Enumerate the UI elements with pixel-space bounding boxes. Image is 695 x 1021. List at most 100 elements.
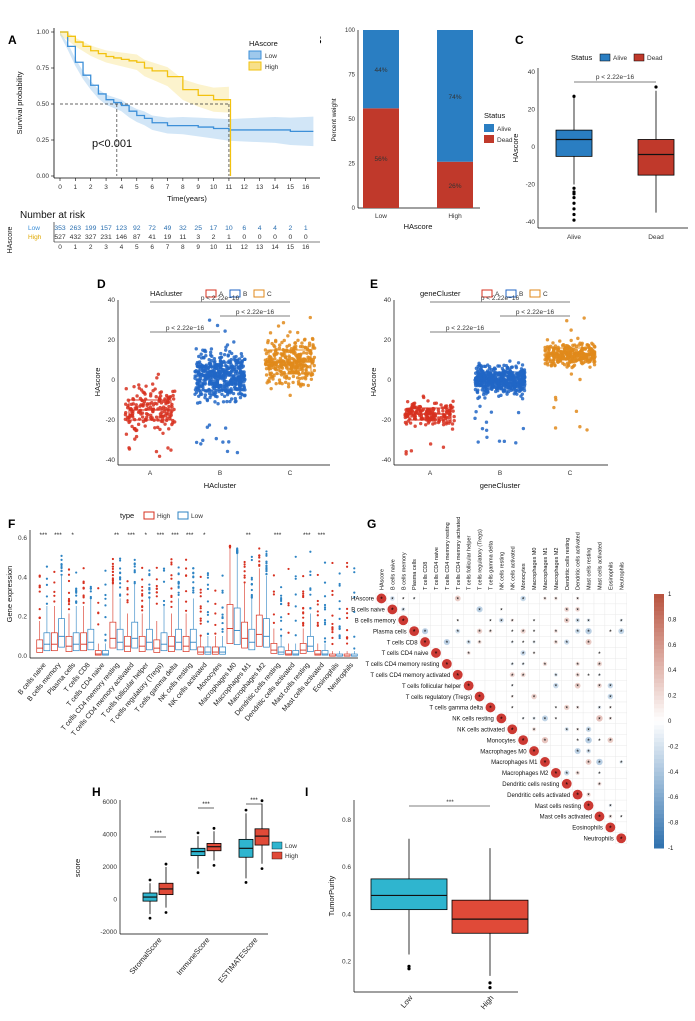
outlier: [572, 186, 576, 190]
heatmap-star: *: [467, 640, 470, 647]
legend-label-b: B: [243, 291, 247, 298]
heatmap-cell: [430, 636, 442, 648]
f-box-high: [65, 635, 73, 652]
point-c: [289, 367, 293, 371]
point-a: [172, 407, 176, 412]
heatmap-cell: [572, 690, 584, 703]
heatmap-cell: [593, 690, 606, 703]
point-a: [447, 421, 451, 425]
f-outlier-low: [280, 619, 283, 622]
f-outlier-low: [119, 559, 122, 562]
point-b: [199, 356, 204, 360]
point-c: [264, 366, 269, 371]
risk-table-title: Number at risk: [20, 210, 86, 221]
risk-xtick-label: 16: [302, 244, 310, 251]
point-b: [499, 386, 504, 391]
heatmap-row-label: Neutrophils: [583, 836, 613, 842]
f-outlier-low: [323, 595, 327, 598]
point-c: [274, 381, 278, 386]
risk-value: 1: [304, 225, 308, 232]
f-outlier-low: [177, 586, 180, 589]
f-outlier-low: [280, 602, 283, 605]
point-c: [545, 357, 550, 361]
heatmap-dot: [520, 650, 526, 656]
f-outlier-high: [111, 570, 114, 573]
point-c: [570, 365, 574, 370]
point-a: [134, 403, 138, 407]
heatmap-dot: [455, 628, 461, 634]
risk-value: 327: [85, 234, 97, 241]
point-c: [280, 340, 284, 345]
point-b: [483, 364, 488, 369]
heatmap-row-label: T cells regulatory (Tregs): [406, 695, 472, 701]
point-b: [223, 384, 227, 388]
b-ytick-label: 0: [352, 206, 356, 212]
point-c: [300, 341, 304, 345]
f-outlier-high: [67, 603, 71, 606]
comparison-pvalue: p < 2.22e−16: [446, 325, 485, 332]
point-b: [232, 340, 236, 344]
heatmap-cell: [528, 658, 540, 670]
risk-xtick-label: 3: [104, 244, 108, 251]
heatmap-diag: [507, 724, 518, 735]
point-b: [206, 366, 210, 370]
f-outlier-high: [258, 563, 261, 566]
heatmap-row-label: T cells follicular helper: [402, 684, 461, 690]
colorbar-label: 0: [668, 719, 672, 725]
heatmap-star: *: [609, 629, 612, 636]
heatmap-star: *: [587, 618, 590, 625]
point-b: [222, 379, 226, 383]
f-outlier-low: [250, 578, 253, 581]
risk-value: 2: [288, 225, 292, 232]
f-outlier-low: [265, 550, 268, 553]
heatmap-star: *: [489, 705, 492, 712]
colorbar-segment: [654, 797, 664, 802]
f-outlier-high: [199, 610, 202, 613]
f-outlier-low: [206, 572, 210, 575]
point-b: [480, 381, 484, 385]
panel-letter-e: E: [370, 277, 378, 291]
point-a: [133, 437, 137, 441]
colorbar-label: 0.4: [668, 668, 677, 674]
point-a: [153, 401, 157, 405]
heatmap-cell: [463, 614, 475, 626]
h-xtick-label: ESTIMATEScore: [216, 936, 259, 985]
heatmap-dot: [541, 715, 548, 722]
heatmap-row-label: Plasma cells: [373, 629, 407, 635]
outlier: [572, 190, 576, 194]
heatmap-dot: [608, 705, 612, 709]
heatmap-star: *: [609, 804, 612, 811]
heatmap-dot: [564, 639, 570, 645]
point-c: [574, 409, 579, 414]
point-a: [130, 424, 134, 429]
f-outlier-low: [162, 603, 166, 607]
f-outlier-high: [126, 580, 129, 583]
heatmap-dot: [574, 748, 581, 755]
heatmap-star: *: [522, 738, 525, 745]
heatmap-col-label: T cells follicular helper: [467, 536, 473, 590]
point-a: [426, 399, 430, 403]
heatmap-diag: [583, 800, 594, 811]
heatmap-row-label: Mast cells resting: [535, 804, 581, 810]
heatmap-star: *: [565, 771, 568, 778]
heatmap-cell: [550, 614, 562, 626]
colorbar-segment: [654, 678, 664, 684]
f-outlier-high: [199, 634, 202, 637]
point-a: [123, 417, 128, 421]
risk-xtick-label: 14: [271, 244, 279, 251]
point-b: [234, 362, 239, 367]
panel-letter-f: F: [8, 517, 15, 531]
a-ytick-label: 0.25: [36, 137, 49, 144]
f-outlier-high: [155, 587, 158, 590]
a-xtick-label: 16: [302, 184, 310, 191]
heatmap-dot: [553, 639, 559, 645]
point-c: [296, 338, 300, 343]
f-outlier-low: [177, 573, 180, 576]
heatmap-diag: [496, 713, 507, 724]
point-b: [226, 383, 230, 387]
h-ytick-label: 0: [113, 897, 117, 904]
heatmap-row-label: T cells gamma delta: [429, 706, 483, 712]
point-a: [154, 395, 158, 399]
heatmap-dot: [520, 595, 526, 602]
i-ylabel: TumorPurity: [327, 875, 336, 916]
